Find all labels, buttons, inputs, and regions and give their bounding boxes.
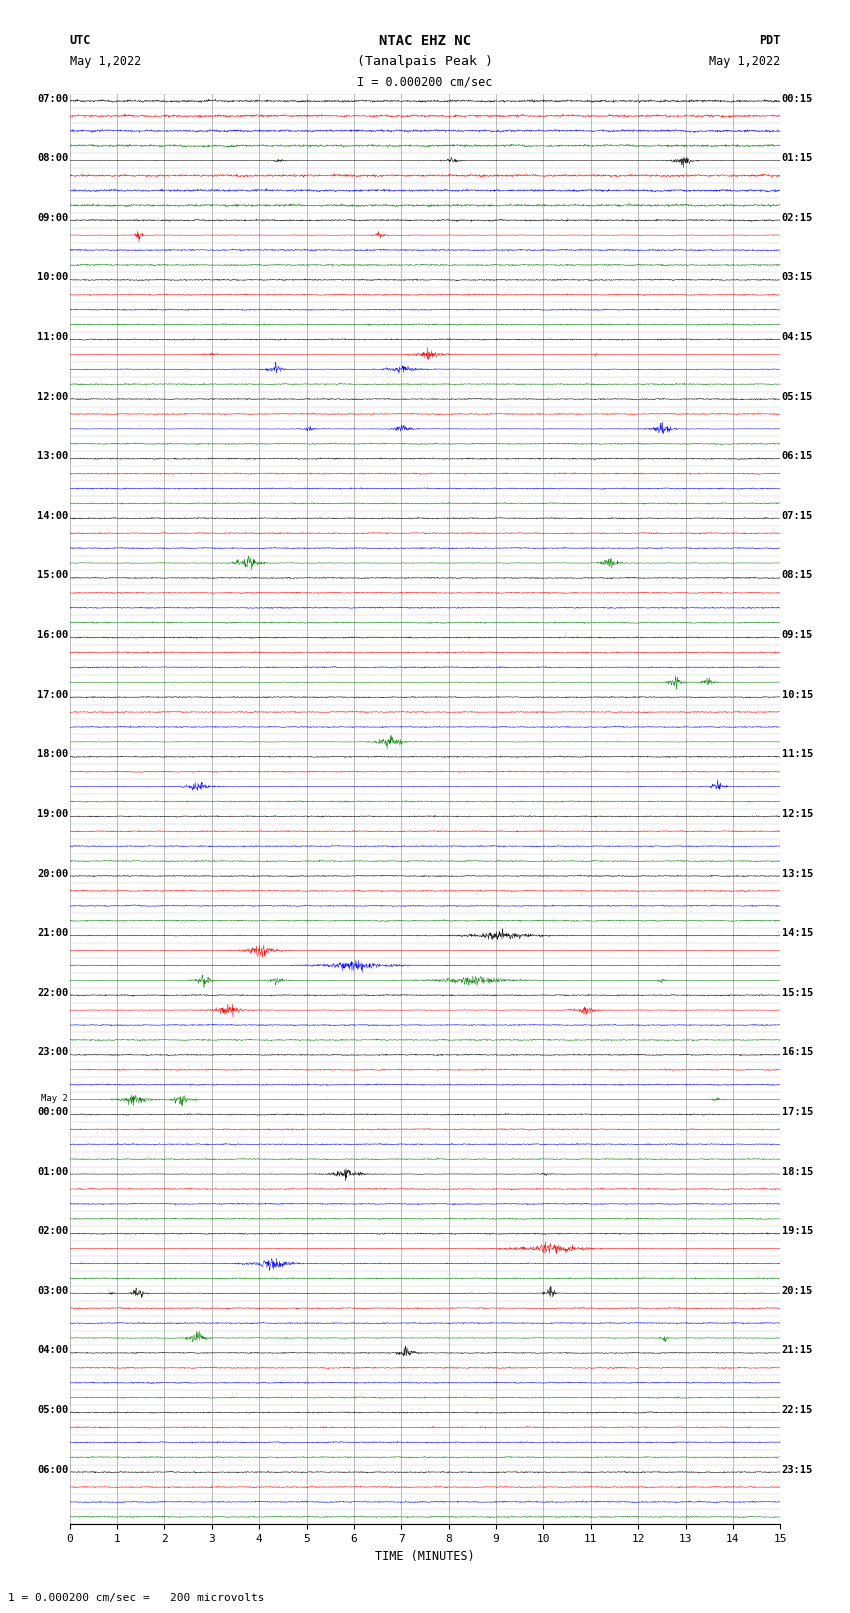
Text: 13:00: 13:00 xyxy=(37,452,68,461)
Text: I = 0.000200 cm/sec: I = 0.000200 cm/sec xyxy=(357,76,493,89)
Text: 03:15: 03:15 xyxy=(782,273,813,282)
Text: 08:15: 08:15 xyxy=(782,571,813,581)
Text: 12:15: 12:15 xyxy=(782,810,813,819)
Text: 16:15: 16:15 xyxy=(782,1047,813,1058)
Text: 01:15: 01:15 xyxy=(782,153,813,163)
Text: 07:15: 07:15 xyxy=(782,511,813,521)
Text: 00:00: 00:00 xyxy=(37,1107,68,1116)
Text: 20:15: 20:15 xyxy=(782,1286,813,1295)
Text: UTC: UTC xyxy=(70,34,91,47)
Text: 15:00: 15:00 xyxy=(37,571,68,581)
Text: 19:00: 19:00 xyxy=(37,810,68,819)
Text: 22:00: 22:00 xyxy=(37,987,68,998)
Text: 04:15: 04:15 xyxy=(782,332,813,342)
Text: 13:15: 13:15 xyxy=(782,868,813,879)
Text: 22:15: 22:15 xyxy=(782,1405,813,1415)
Text: 09:15: 09:15 xyxy=(782,631,813,640)
Text: 02:15: 02:15 xyxy=(782,213,813,223)
Text: 21:15: 21:15 xyxy=(782,1345,813,1355)
Text: PDT: PDT xyxy=(759,34,780,47)
Text: 10:15: 10:15 xyxy=(782,690,813,700)
Text: 11:00: 11:00 xyxy=(37,332,68,342)
Text: 08:00: 08:00 xyxy=(37,153,68,163)
Text: 12:00: 12:00 xyxy=(37,392,68,402)
Text: 06:15: 06:15 xyxy=(782,452,813,461)
Text: 23:00: 23:00 xyxy=(37,1047,68,1058)
Text: 14:00: 14:00 xyxy=(37,511,68,521)
Text: May 1,2022: May 1,2022 xyxy=(70,55,141,68)
Text: 09:00: 09:00 xyxy=(37,213,68,223)
Text: 06:00: 06:00 xyxy=(37,1465,68,1474)
Text: 19:15: 19:15 xyxy=(782,1226,813,1236)
Text: 17:15: 17:15 xyxy=(782,1107,813,1116)
Text: 05:15: 05:15 xyxy=(782,392,813,402)
Text: 1 = 0.000200 cm/sec =   200 microvolts: 1 = 0.000200 cm/sec = 200 microvolts xyxy=(8,1594,265,1603)
Text: 23:15: 23:15 xyxy=(782,1465,813,1474)
X-axis label: TIME (MINUTES): TIME (MINUTES) xyxy=(375,1550,475,1563)
Text: 04:00: 04:00 xyxy=(37,1345,68,1355)
Text: 05:00: 05:00 xyxy=(37,1405,68,1415)
Text: 07:00: 07:00 xyxy=(37,94,68,103)
Text: 11:15: 11:15 xyxy=(782,750,813,760)
Text: 03:00: 03:00 xyxy=(37,1286,68,1295)
Text: NTAC EHZ NC: NTAC EHZ NC xyxy=(379,34,471,48)
Text: May 1,2022: May 1,2022 xyxy=(709,55,780,68)
Text: (Tanalpais Peak ): (Tanalpais Peak ) xyxy=(357,55,493,68)
Text: 16:00: 16:00 xyxy=(37,631,68,640)
Text: 01:00: 01:00 xyxy=(37,1166,68,1176)
Text: 18:15: 18:15 xyxy=(782,1166,813,1176)
Text: May 2: May 2 xyxy=(42,1094,68,1103)
Text: 20:00: 20:00 xyxy=(37,868,68,879)
Text: 21:00: 21:00 xyxy=(37,927,68,939)
Text: 00:15: 00:15 xyxy=(782,94,813,103)
Text: 17:00: 17:00 xyxy=(37,690,68,700)
Text: 18:00: 18:00 xyxy=(37,750,68,760)
Text: 02:00: 02:00 xyxy=(37,1226,68,1236)
Text: 14:15: 14:15 xyxy=(782,927,813,939)
Text: 15:15: 15:15 xyxy=(782,987,813,998)
Text: 10:00: 10:00 xyxy=(37,273,68,282)
